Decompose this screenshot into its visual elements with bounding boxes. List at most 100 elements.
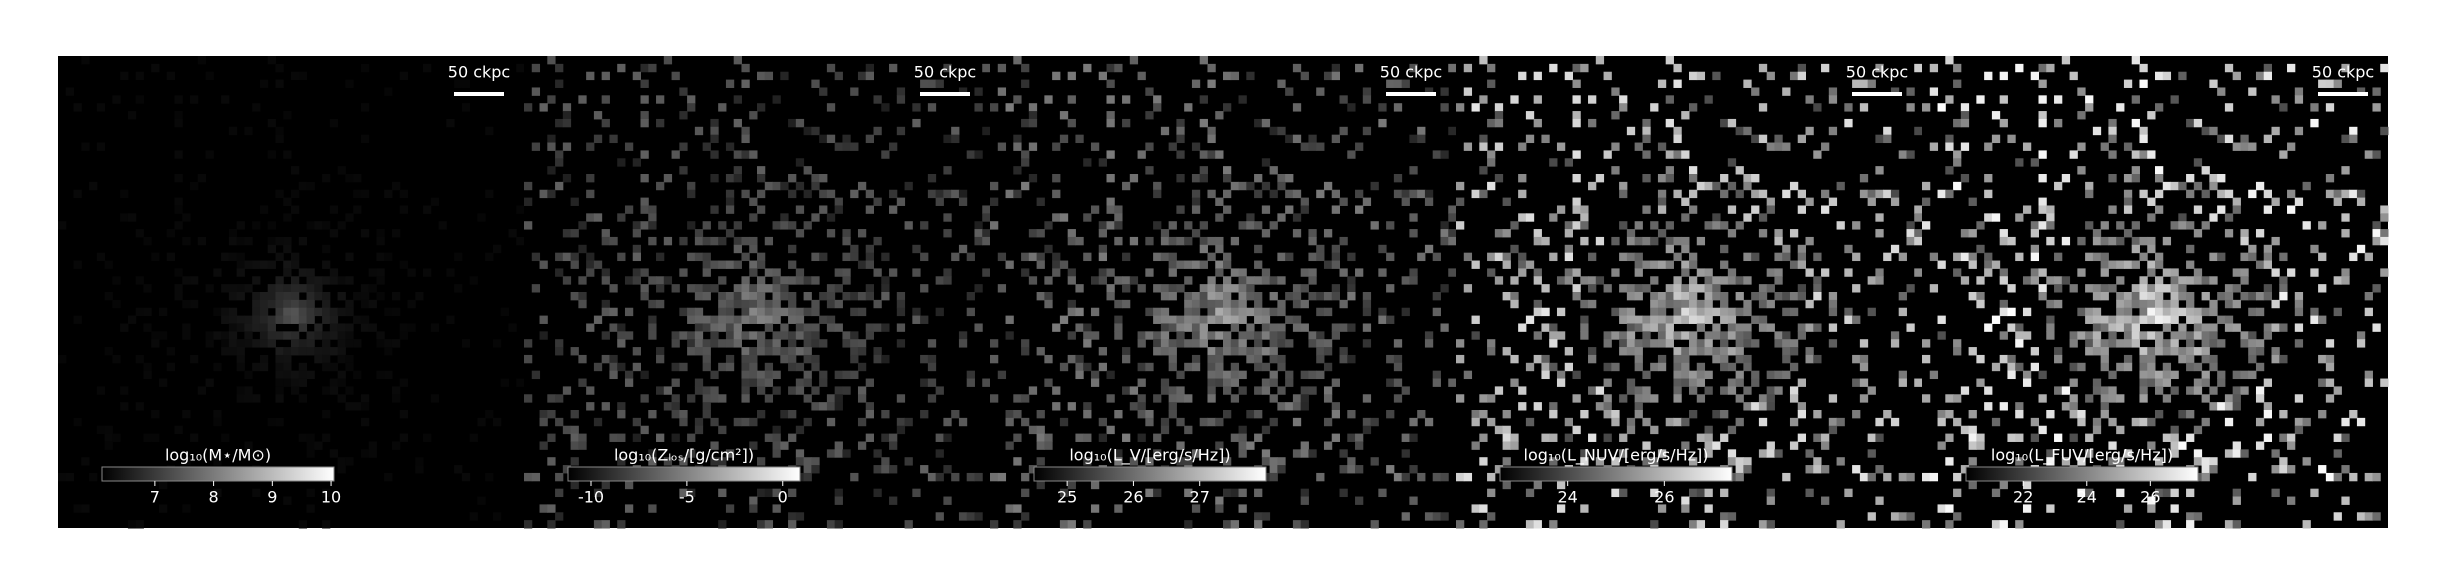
pixel — [1122, 284, 1131, 293]
pixel — [2224, 103, 2234, 112]
pixel — [2372, 284, 2381, 293]
pixel — [2255, 362, 2265, 372]
colorbar-tick-label: 26 — [1123, 488, 1143, 507]
pixel — [1028, 386, 1038, 395]
pixel — [873, 347, 882, 356]
pixel — [1059, 362, 1069, 372]
pixel — [1067, 354, 1076, 364]
pixel — [741, 299, 750, 309]
pixel — [1859, 339, 1869, 348]
pixel — [291, 370, 300, 380]
colorbar-tick-label: 0 — [778, 488, 788, 507]
pixel — [2022, 276, 2032, 285]
pixel — [1797, 71, 1806, 81]
pixel — [1665, 315, 1674, 324]
pixel — [1619, 433, 1628, 442]
pixel — [850, 472, 859, 482]
pixel — [1083, 457, 1092, 466]
pixel — [2147, 292, 2156, 301]
pixel — [2061, 402, 2071, 411]
pixel — [2038, 292, 2047, 301]
pixel — [819, 174, 828, 183]
pixel — [221, 95, 230, 104]
pixel — [687, 347, 696, 356]
pixel — [1960, 252, 1970, 262]
pixel — [966, 512, 975, 521]
pixel — [927, 79, 937, 88]
pixel — [1743, 362, 1752, 372]
pixel — [788, 331, 797, 340]
pixel — [2372, 229, 2381, 238]
pixel — [904, 457, 913, 466]
pixel — [1953, 339, 1962, 348]
pixel — [749, 213, 758, 222]
pixel — [1176, 417, 1185, 427]
pixel — [757, 292, 766, 301]
pixel — [2318, 315, 2327, 324]
pixel — [593, 315, 603, 324]
pixel — [477, 213, 486, 222]
pixel — [1269, 339, 1278, 348]
pixel — [1960, 174, 1970, 183]
pixel — [1114, 63, 1123, 73]
pixel — [2279, 323, 2288, 332]
pixel — [1813, 252, 1822, 262]
pixel — [795, 229, 805, 238]
pixel — [1246, 276, 1255, 285]
pixel — [997, 284, 1007, 293]
pixel — [1463, 87, 1473, 96]
pixel — [1657, 142, 1667, 151]
pixel — [912, 488, 921, 498]
pixel — [1261, 315, 1271, 324]
pixel — [1774, 268, 1783, 277]
pixel — [1362, 95, 1372, 104]
pixel — [1122, 276, 1131, 285]
pixel — [1665, 244, 1674, 254]
pixel — [935, 79, 944, 88]
pixel — [1254, 354, 1263, 364]
pixel — [2100, 323, 2109, 332]
pixel — [2061, 457, 2071, 466]
pixel — [811, 354, 820, 364]
pixel — [1005, 441, 1014, 450]
pixel — [617, 213, 626, 222]
pixel — [1191, 205, 1201, 214]
pixel — [842, 449, 851, 458]
pixel — [275, 354, 284, 364]
pixel — [2131, 417, 2140, 427]
pixel — [267, 292, 276, 301]
pixel — [182, 504, 191, 513]
pixel — [1308, 339, 1317, 348]
pixel — [1704, 339, 1713, 348]
pixel — [1494, 103, 1504, 112]
pixel — [1207, 236, 1216, 246]
pixel — [1898, 307, 1907, 317]
pixel — [1689, 103, 1698, 112]
pixel — [228, 347, 238, 356]
pixel — [1696, 370, 1706, 380]
pixel — [749, 504, 758, 513]
pixel — [1634, 410, 1643, 419]
pixel — [1122, 433, 1131, 442]
pixel — [384, 370, 393, 380]
pixel — [632, 71, 641, 81]
pixel — [1417, 134, 1426, 144]
pixel — [741, 315, 750, 324]
pixel — [1246, 221, 1255, 230]
pixel — [1479, 457, 1488, 466]
pixel — [1642, 150, 1651, 159]
pixel — [1292, 394, 1302, 403]
pixel — [881, 284, 890, 293]
pixel — [1510, 378, 1519, 387]
pixel — [912, 103, 921, 112]
pixel — [2193, 347, 2203, 356]
pixel — [958, 197, 968, 206]
pixel — [2263, 189, 2272, 199]
pixel — [1991, 488, 2001, 498]
pixel — [795, 158, 805, 167]
pixel — [811, 213, 820, 222]
pixel — [2015, 402, 2024, 411]
pixel — [2325, 79, 2335, 88]
pixel — [1875, 166, 1884, 175]
pixel — [1168, 236, 1177, 246]
